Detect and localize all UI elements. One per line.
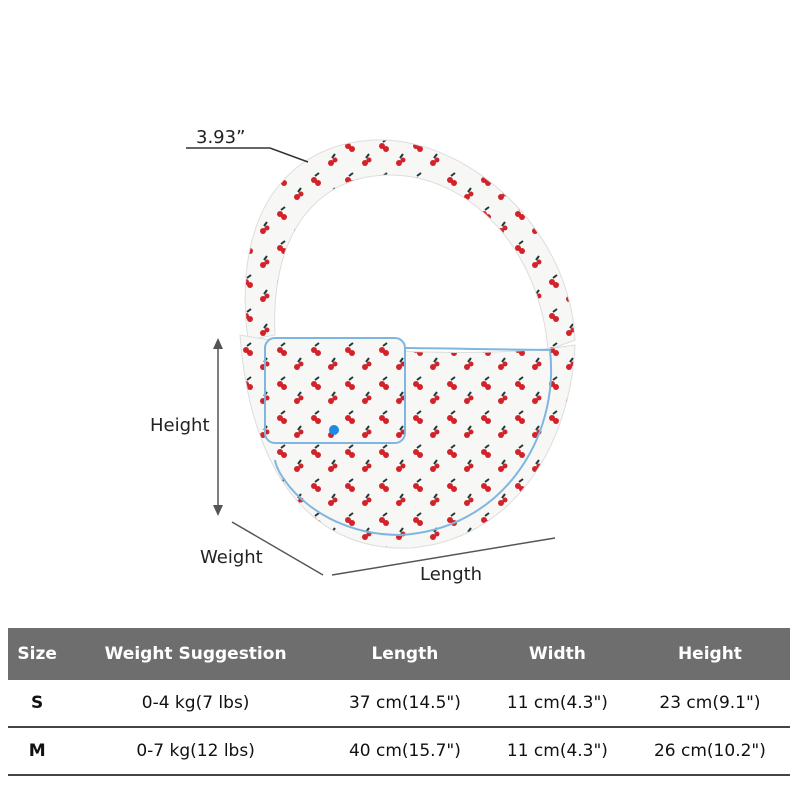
leader-line [186, 147, 309, 163]
table-cell: 11 cm(4.3") [484, 727, 630, 776]
weight-label: Weight [200, 547, 263, 568]
table-row: S 0-4 kg(7 lbs) 37 cm(14.5") 11 cm(4.3") 23 … [8, 680, 790, 728]
table-cell: M [8, 727, 67, 776]
button [329, 425, 339, 435]
length-label: Length [420, 564, 482, 585]
table-cell: 23 cm(9.1") [629, 680, 790, 728]
table-row: M 0-7 kg(12 lbs) 40 cm(15.7") 11 cm(4.3") 26… [8, 727, 790, 776]
strap-label: 3.93” [196, 127, 245, 148]
header-cell: Length [324, 628, 485, 680]
table-cell: 0-4 kg(7 lbs) [66, 680, 325, 728]
header-cell: Weight Suggestion [66, 628, 325, 680]
table-cell: 37 cm(14.5") [324, 680, 485, 728]
table-cell: 11 cm(4.3") [484, 680, 630, 728]
product-figure: 3.93” Height Weight Length [150, 127, 576, 585]
header-cell: Size [8, 628, 67, 680]
flap [264, 337, 406, 444]
table-cell: 40 cm(15.7") [324, 727, 485, 776]
header-cell: Width [484, 628, 630, 680]
height-label: Height [150, 415, 210, 436]
table-cell: 26 cm(10.2") [629, 727, 790, 776]
strap [244, 139, 576, 351]
length-arrow [331, 537, 556, 576]
weight-arrow [231, 521, 324, 576]
table-cell: 0-7 kg(12 lbs) [66, 727, 325, 776]
header-cell: Height [629, 628, 790, 680]
table-cell: S [8, 680, 67, 728]
size-table: Size Weight Suggestion Length Width Height S… [8, 628, 790, 776]
table-header: Size Weight Suggestion Length Width Height [8, 628, 790, 680]
